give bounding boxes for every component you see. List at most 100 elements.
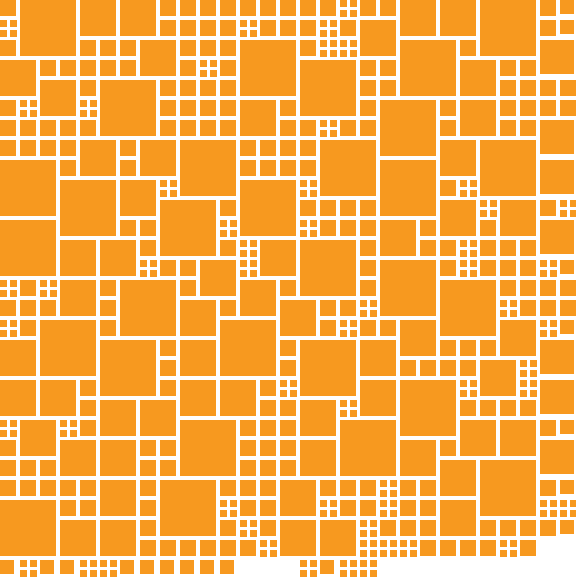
mosaic-tile: [380, 550, 387, 557]
mosaic-tile: [340, 50, 347, 57]
mosaic-tile: [340, 420, 396, 476]
mosaic-tile: [360, 560, 367, 567]
mosaic-tile: [280, 420, 296, 436]
mosaic-tile: [30, 110, 37, 117]
mosaic-tile: [200, 260, 236, 296]
mosaic-tile: [380, 480, 387, 487]
mosaic-tile: [60, 480, 76, 496]
mosaic-tile: [420, 360, 436, 376]
mosaic-tile: [280, 300, 316, 336]
mosaic-tile: [260, 240, 296, 276]
mosaic-tile: [80, 480, 96, 496]
mosaic-tile: [370, 540, 377, 547]
mosaic-tile: [240, 260, 247, 267]
mosaic-tile: [370, 550, 377, 557]
mosaic-tile: [260, 550, 267, 557]
mosaic-tile: [170, 190, 177, 197]
mosaic-tile: [330, 50, 337, 57]
mosaic-tile: [550, 500, 557, 507]
mosaic-tile: [220, 560, 234, 574]
mosaic-tile: [420, 480, 436, 496]
mosaic-tile: [140, 460, 156, 476]
mosaic-tile: [500, 320, 536, 356]
mosaic-tile: [520, 380, 527, 387]
mosaic-tile: [540, 200, 556, 216]
mosaic-tile: [530, 360, 537, 367]
mosaic-tile: [500, 420, 536, 456]
mosaic-tile: [500, 240, 516, 256]
mosaic-tile: [480, 210, 487, 217]
mosaic-tile: [180, 420, 236, 476]
mosaic-tile: [40, 120, 56, 136]
mosaic-tile: [350, 10, 357, 17]
mosaic-tile: [460, 340, 476, 356]
mosaic-tile: [540, 20, 556, 36]
mosaic-tile: [80, 110, 87, 117]
mosaic-tile: [560, 260, 574, 274]
mosaic-tile: [120, 280, 176, 336]
mosaic-tile: [240, 530, 247, 537]
mosaic-tile: [360, 0, 376, 16]
mosaic-tile: [380, 320, 396, 336]
mosaic-tile: [140, 480, 156, 496]
mosaic-tile: [320, 560, 334, 574]
mosaic-tile: [340, 570, 347, 577]
mosaic-tile: [340, 400, 347, 407]
mosaic-tile: [400, 540, 407, 547]
mosaic-tile: [310, 230, 317, 237]
mosaic-tile: [540, 40, 574, 74]
mosaic-tile: [80, 140, 116, 176]
mosaic-tile: [400, 320, 436, 356]
mosaic-tile: [300, 560, 307, 567]
mosaic-tile: [510, 550, 517, 557]
mosaic-tile: [540, 220, 574, 254]
mosaic-tile: [500, 550, 507, 557]
mosaic-tile: [120, 40, 136, 56]
mosaic-tile: [140, 40, 176, 76]
mosaic-tile: [380, 0, 396, 16]
mosaic-tile: [410, 550, 417, 557]
mosaic-tile: [360, 480, 376, 496]
mosaic-tile: [550, 270, 557, 277]
mosaic-tile: [240, 270, 247, 277]
mosaic-tile: [340, 200, 356, 216]
mosaic-tile: [500, 60, 516, 76]
mosaic-tile: [310, 180, 317, 187]
mosaic-tile: [300, 120, 316, 136]
mosaic-tile: [10, 320, 17, 327]
mosaic-tile: [0, 300, 16, 316]
mosaic-tile: [100, 80, 156, 136]
mosaic-tile: [280, 400, 296, 416]
mosaic-tile: [360, 320, 376, 336]
mosaic-tile: [300, 160, 316, 176]
mosaic-tile: [60, 120, 76, 136]
mosaic-tile: [460, 420, 496, 456]
mosaic-tile: [100, 520, 136, 556]
mosaic-tile: [120, 560, 134, 574]
mosaic-tile: [320, 510, 327, 517]
mosaic-tile: [540, 480, 556, 496]
mosaic-tile: [360, 220, 376, 236]
mosaic-tile: [20, 560, 27, 567]
mosaic-tile: [400, 550, 407, 557]
mosaic-tile: [460, 250, 467, 257]
mosaic-tile: [260, 140, 276, 156]
mosaic-tile: [570, 210, 576, 217]
mosaic-tile: [100, 300, 116, 316]
mosaic-tile: [50, 280, 57, 287]
mosaic-tile: [230, 230, 237, 237]
mosaic-tile: [340, 220, 356, 236]
mosaic-tile: [360, 540, 367, 547]
mosaic-tile: [540, 160, 574, 194]
mosaic-tile: [490, 200, 497, 207]
mosaic-tile: [220, 40, 236, 56]
mosaic-tile: [0, 330, 7, 337]
mosaic-tile: [220, 0, 236, 16]
mosaic-tile: [320, 220, 336, 236]
mosaic-tile: [110, 560, 117, 567]
mosaic-tile: [480, 340, 496, 356]
mosaic-tile: [520, 370, 527, 377]
mosaic-tile: [540, 300, 556, 316]
mosaic-tile: [160, 360, 176, 376]
